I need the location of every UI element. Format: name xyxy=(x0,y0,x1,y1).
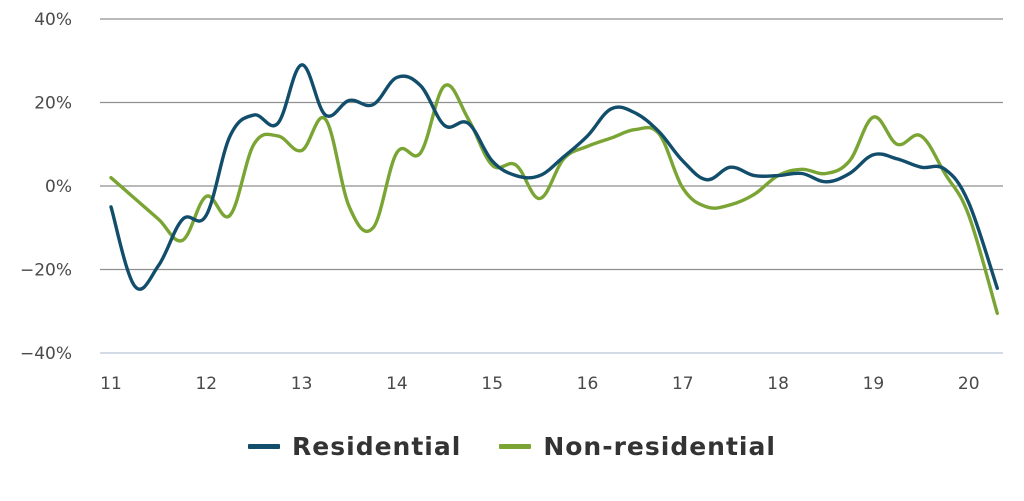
data-point-residential-3 xyxy=(181,218,184,221)
legend: Residential Non-residential xyxy=(0,432,1024,461)
data-point-residential-37 xyxy=(996,287,999,290)
x-tick-label-0: 11 xyxy=(100,374,122,394)
data-point-residential-32 xyxy=(872,153,875,156)
data-point-residential-9 xyxy=(324,113,327,116)
data-point-residential-18 xyxy=(538,174,541,177)
data-point-non-residential-20 xyxy=(586,145,589,148)
data-point-residential-36 xyxy=(967,201,970,204)
data-point-non-residential-2 xyxy=(157,218,160,221)
data-point-non-residential-17 xyxy=(514,164,517,167)
data-point-non-residential-22 xyxy=(634,128,637,131)
data-point-non-residential-27 xyxy=(753,193,756,196)
line-chart: 40% 20% 0% −20% −40% 11 12 13 14 15 16 17 18 19 20 xyxy=(20,10,1003,394)
data-point-non-residential-1 xyxy=(133,197,136,200)
data-point-residential-25 xyxy=(705,178,708,181)
data-point-residential-28 xyxy=(777,174,780,177)
data-point-non-residential-12 xyxy=(395,151,398,154)
data-point-residential-23 xyxy=(657,130,660,133)
data-point-residential-13 xyxy=(419,84,422,87)
x-tick-label-4: 15 xyxy=(481,374,503,394)
legend-swatch-non-residential xyxy=(499,444,532,449)
data-point-non-residential-36 xyxy=(967,214,970,217)
x-tick-label-9: 20 xyxy=(958,374,980,394)
data-point-non-residential-26 xyxy=(729,203,732,206)
data-point-residential-4 xyxy=(205,214,208,217)
data-point-residential-33 xyxy=(896,157,899,160)
data-point-residential-17 xyxy=(514,174,517,177)
data-point-non-residential-9 xyxy=(324,118,327,121)
data-point-non-residential-34 xyxy=(919,134,922,137)
series-line-non-residential xyxy=(109,83,999,315)
data-point-non-residential-0 xyxy=(109,176,112,179)
y-tick-label-0: 40% xyxy=(34,10,72,30)
data-point-non-residential-18 xyxy=(538,197,541,200)
data-point-residential-34 xyxy=(919,166,922,169)
data-point-non-residential-10 xyxy=(348,205,351,208)
x-tick-label-7: 18 xyxy=(767,374,789,394)
data-point-non-residential-35 xyxy=(943,172,946,175)
data-point-residential-31 xyxy=(848,172,851,175)
data-point-non-residential-4 xyxy=(205,195,208,198)
data-point-residential-1 xyxy=(133,285,136,288)
data-point-non-residential-14 xyxy=(443,84,446,87)
data-point-non-residential-32 xyxy=(872,116,875,119)
data-point-residential-14 xyxy=(443,124,446,127)
data-point-residential-24 xyxy=(681,159,684,162)
data-point-residential-8 xyxy=(300,63,303,66)
data-point-non-residential-13 xyxy=(419,151,422,154)
data-point-residential-21 xyxy=(610,107,613,110)
x-tick-label-5: 16 xyxy=(577,374,599,394)
data-point-residential-22 xyxy=(634,111,637,114)
data-point-non-residential-33 xyxy=(896,143,899,146)
data-point-non-residential-25 xyxy=(705,205,708,208)
data-point-non-residential-5 xyxy=(229,214,232,217)
data-point-residential-19 xyxy=(562,155,565,158)
data-point-residential-7 xyxy=(276,122,279,125)
data-point-residential-30 xyxy=(824,180,827,183)
x-tick-label-2: 13 xyxy=(291,374,313,394)
data-point-residential-12 xyxy=(395,76,398,79)
data-point-residential-35 xyxy=(943,168,946,171)
data-point-residential-10 xyxy=(348,99,351,102)
data-point-residential-16 xyxy=(491,159,494,162)
x-tick-label-1: 12 xyxy=(195,374,217,394)
legend-item-residential: Residential xyxy=(248,432,461,461)
data-point-non-residential-21 xyxy=(610,136,613,139)
data-point-non-residential-31 xyxy=(848,159,851,162)
data-point-non-residential-37 xyxy=(996,312,999,315)
legend-item-non-residential: Non-residential xyxy=(499,432,776,461)
y-tick-label-4: −40% xyxy=(20,344,72,364)
x-tick-label-6: 17 xyxy=(672,374,694,394)
data-point-non-residential-29 xyxy=(800,168,803,171)
data-point-non-residential-6 xyxy=(252,143,255,146)
y-tick-label-1: 20% xyxy=(34,94,72,114)
x-tick-label-3: 14 xyxy=(386,374,408,394)
data-point-non-residential-24 xyxy=(681,187,684,190)
legend-swatch-residential xyxy=(248,444,281,449)
data-point-non-residential-30 xyxy=(824,172,827,175)
data-point-residential-27 xyxy=(753,174,756,177)
data-point-residential-5 xyxy=(229,134,232,137)
legend-label-residential: Residential xyxy=(292,432,462,461)
data-point-residential-15 xyxy=(467,122,470,125)
data-point-non-residential-7 xyxy=(276,134,279,137)
data-point-non-residential-8 xyxy=(300,149,303,152)
y-tick-label-3: −20% xyxy=(20,261,72,281)
data-point-residential-20 xyxy=(586,134,589,137)
data-point-residential-26 xyxy=(729,166,732,169)
data-point-non-residential-11 xyxy=(372,226,375,229)
data-point-residential-0 xyxy=(109,205,112,208)
data-point-non-residential-15 xyxy=(467,118,470,121)
series-line-residential xyxy=(109,63,999,291)
legend-label-non-residential: Non-residential xyxy=(543,432,776,461)
data-point-non-residential-3 xyxy=(181,239,184,242)
x-tick-label-8: 19 xyxy=(863,374,885,394)
data-point-residential-2 xyxy=(157,264,160,267)
data-point-residential-11 xyxy=(372,103,375,106)
data-point-residential-29 xyxy=(800,172,803,175)
y-tick-label-2: 0% xyxy=(45,177,72,197)
data-point-residential-6 xyxy=(252,113,255,116)
